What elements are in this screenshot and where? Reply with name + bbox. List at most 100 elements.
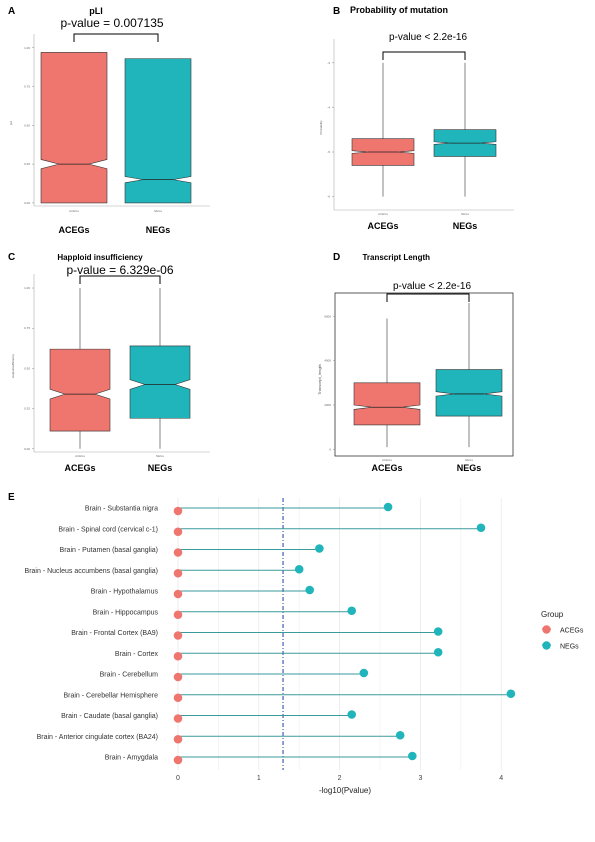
y-tick-label: 6000 [324, 314, 331, 318]
box-acegs [353, 382, 421, 426]
row-label: Brain - Hippocampus [93, 609, 159, 616]
neg-point [395, 730, 405, 740]
box-acegs [40, 52, 108, 204]
panel-label: D [333, 252, 340, 263]
aceg-point [173, 693, 183, 703]
p-value-label: p-value < 2.2e-16 [389, 32, 468, 43]
aceg-point [173, 568, 183, 578]
x-tick-label: ACEGs [75, 454, 86, 458]
panel-e: E Brain - Substantia nigra Brain - Spinal … [8, 492, 584, 795]
y-tick-label: 0.75 [24, 85, 30, 89]
legend-key-point [542, 641, 551, 650]
x-tick-label: 0 [176, 775, 180, 782]
neg-point [315, 544, 324, 553]
category-label: ACEGs [58, 225, 89, 235]
y-tick-label: 0.25 [24, 407, 30, 411]
y-tick-label: 0.00 [24, 201, 30, 205]
neg-point [359, 668, 369, 678]
y-tick-label: 0 [329, 447, 331, 451]
x-tick-label: NEGs [154, 209, 163, 213]
y-tick-label: -3 [327, 61, 330, 65]
aceg-point [173, 755, 183, 765]
box-acegs [49, 348, 111, 432]
y-tick-label: -5 [327, 150, 330, 154]
x-tick-label: NEGs [461, 212, 470, 216]
row-label: Brain - Hypothalamus [91, 589, 159, 596]
x-tick-label: 3 [418, 775, 422, 782]
aceg-point [173, 610, 183, 620]
significance-bracket [382, 51, 466, 60]
row-label: Brain - Caudate (basal ganglia) [61, 713, 158, 720]
row-label: Brain - Frontal Cortex (BA9) [71, 630, 158, 637]
box-negs [124, 58, 192, 204]
panel-label: A [8, 6, 15, 17]
significance-bracket [79, 275, 161, 284]
row-label: Brain - Substantia nigra [85, 506, 158, 513]
category-label: ACEGs [367, 221, 398, 231]
y-tick-label: 2000 [324, 403, 331, 407]
neg-point [347, 606, 357, 616]
x-tick-label: ACEGs [382, 458, 393, 462]
neg-point [506, 689, 516, 699]
panel-c: C Happloid insufficiency 0.00 0.25 0.50 0.75 1… [8, 252, 210, 473]
aceg-point [173, 548, 183, 557]
panel-label: C [8, 252, 15, 263]
category-label: NEGs [148, 463, 173, 473]
significance-bracket [386, 293, 470, 302]
panel-b: B Probability of mutation -6 -5 -4 -3 Probabil… [319, 5, 514, 231]
panel-label: E [8, 492, 15, 503]
chart-title: Happloid insufficiency [57, 253, 143, 262]
y-axis-title: pLI [9, 121, 13, 125]
x-tick-label: ACEGs [69, 209, 80, 213]
neg-point [408, 751, 417, 761]
neg-point [476, 523, 486, 533]
category-label: NEGs [457, 463, 482, 473]
panel-label: B [333, 6, 340, 17]
chart-title: Probability of mutation [350, 5, 448, 15]
panel-d: D Transcript Length 0 2000 4000 6000 Transcrip… [317, 252, 514, 473]
legend-label: NEGs [560, 644, 579, 651]
p-value-label: p-value < 2.2e-16 [393, 281, 472, 292]
row-label: Brain - Cerebellar Hemisphere [63, 692, 158, 699]
y-tick-label: -6 [327, 195, 330, 199]
row-label: Brain - Anterior cingulate cortex (BA24) [37, 734, 158, 741]
row-label: Brain - Amygdala [105, 755, 158, 762]
aceg-point [173, 589, 183, 599]
x-tick-label: NEGs [465, 458, 474, 462]
y-tick-label: 0.25 [24, 162, 30, 166]
category-label: NEGs [453, 221, 478, 231]
box-negs [435, 369, 503, 417]
y-tick-label: 1.00 [24, 286, 30, 290]
x-tick-label: ACEGs [378, 212, 389, 216]
category-label: ACEGs [371, 463, 402, 473]
x-tick-label: 4 [499, 775, 503, 782]
y-axis-title: Transcript_length [317, 364, 322, 395]
category-label: ACEGs [64, 463, 95, 473]
y-tick-label: 0.00 [24, 447, 30, 451]
neg-point [305, 585, 315, 595]
x-tick-label: 1 [257, 775, 261, 782]
legend-key-point [542, 625, 551, 634]
y-tick-label: 0.50 [24, 123, 30, 127]
box-negs [129, 345, 191, 419]
significance-bracket [73, 33, 159, 42]
p-value-label: p-value = 6.329e-06 [66, 263, 173, 277]
neg-point [347, 710, 357, 719]
aceg-point [173, 714, 183, 723]
y-tick-label: -4 [327, 105, 330, 109]
legend-title: Group [541, 610, 564, 619]
row-label: Brain - Cerebellum [100, 672, 159, 679]
aceg-point [173, 527, 183, 537]
neg-point [433, 647, 443, 657]
x-tick-label: 2 [338, 775, 342, 782]
x-tick-label: NEGs [156, 454, 165, 458]
neg-point [433, 627, 443, 636]
aceg-point [173, 734, 183, 744]
y-tick-label: 0.75 [24, 326, 30, 330]
y-tick-label: 4000 [324, 359, 331, 363]
y-tick-label: 0.50 [24, 366, 30, 370]
p-value-label: p-value = 0.007135 [60, 16, 163, 30]
x-axis-title: -log10(Pvalue) [319, 786, 371, 795]
aceg-point [173, 506, 183, 516]
